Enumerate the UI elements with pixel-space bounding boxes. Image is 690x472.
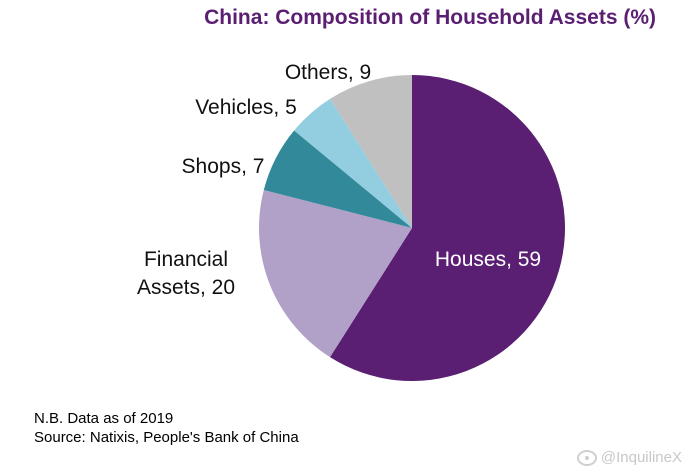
source-text: Source: Natixis, People's Bank of China bbox=[34, 429, 299, 446]
notes: N.B. Data as of 2019 Source: Natixis, Pe… bbox=[34, 409, 299, 447]
slice-label-line: Houses, 59 bbox=[435, 248, 541, 271]
note-text: N.B. Data as of 2019 bbox=[34, 410, 174, 427]
weibo-icon bbox=[576, 449, 597, 466]
slice-label-financial-assets: Financial Assets, 20 bbox=[137, 248, 235, 299]
watermark-text: @InquilineX bbox=[600, 449, 682, 466]
pie-slice-shops bbox=[263, 130, 412, 228]
slice-label-shops: Shops, 7 bbox=[182, 155, 265, 178]
watermark: @InquilineX bbox=[576, 449, 682, 466]
slice-label-houses: Houses, 59 bbox=[435, 248, 541, 271]
slice-label-vehicles: Vehicles, 5 bbox=[195, 96, 297, 119]
chart-title: China: Composition of Household Assets (… bbox=[204, 6, 656, 29]
slice-label-line: Others, 9 bbox=[285, 61, 371, 84]
pie-slice-houses bbox=[330, 75, 565, 381]
slice-label-line: Financial bbox=[144, 248, 228, 271]
slice-label-line: Assets, 20 bbox=[137, 276, 235, 299]
pie-slice-vehicles bbox=[294, 98, 412, 228]
pie-slice-financial-assets bbox=[259, 189, 412, 358]
pie-slice-others bbox=[330, 75, 412, 228]
slice-label-line: Vehicles, 5 bbox=[195, 96, 297, 119]
slice-label-line: Shops, 7 bbox=[182, 155, 265, 178]
slice-label-others: Others, 9 bbox=[285, 61, 371, 84]
